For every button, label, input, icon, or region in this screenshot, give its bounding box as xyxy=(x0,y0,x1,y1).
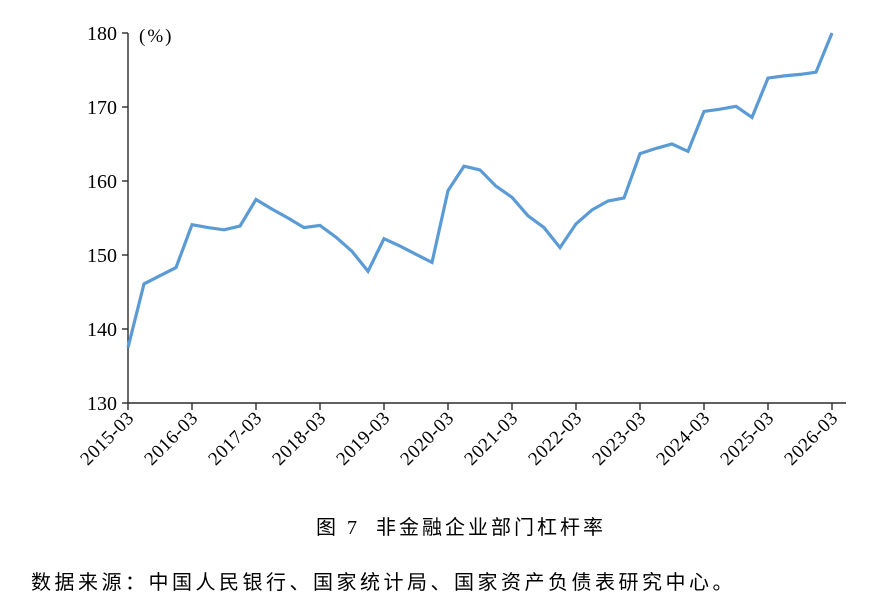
x-axis-tick-label: 2018-03 xyxy=(268,408,330,470)
y-axis-tick-label: 170 xyxy=(87,97,117,119)
axes-line xyxy=(127,33,846,404)
x-axis-tick-label: 2021-03 xyxy=(460,408,522,470)
data-source-note: 数据来源：中国人民银行、国家统计局、国家资产负债表研究中心。 xyxy=(31,572,736,594)
x-axis-tick-label: 2020-03 xyxy=(396,408,458,470)
y-axis-unit-label: (%) xyxy=(139,26,173,47)
x-axis-tick-label: 2015-03 xyxy=(76,408,138,470)
x-axis-tick-label: 2025-03 xyxy=(716,408,778,470)
y-axis-tick-label: 150 xyxy=(87,245,117,267)
x-axis-tick-label: 2026-03 xyxy=(780,408,842,470)
figure-title: 非金融企业部门杠杆率 xyxy=(376,517,606,539)
x-axis-tick-label: 2019-03 xyxy=(332,408,394,470)
x-axis-tick-label: 2022-03 xyxy=(524,408,586,470)
y-axis-tick-label: 130 xyxy=(87,393,117,415)
y-axis-tick-label: 140 xyxy=(87,319,117,341)
leverage-ratio-series-line xyxy=(126,32,834,348)
y-axis-tick-label: 160 xyxy=(87,171,117,193)
figure-label: 图 7 xyxy=(316,517,360,539)
x-axis-tick-label: 2023-03 xyxy=(588,408,650,470)
x-axis-tick-label: 2017-03 xyxy=(204,408,266,470)
figure-caption: 图 7 非金融企业部门杠杆率 xyxy=(0,511,870,540)
x-axis-tick-label: 2016-03 xyxy=(140,408,202,470)
x-axis-tick-label: 2024-03 xyxy=(652,408,714,470)
y-axis-tick-label: 180 xyxy=(87,23,117,45)
